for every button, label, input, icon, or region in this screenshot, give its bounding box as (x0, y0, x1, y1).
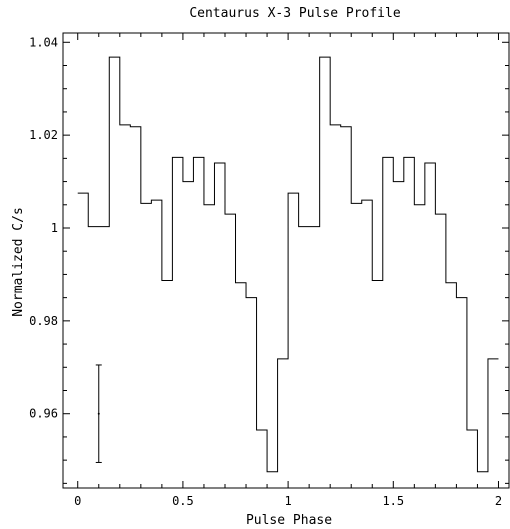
y-axis-label: Normalized C/s (11, 207, 26, 317)
x-tick-label: 0.5 (172, 494, 194, 508)
x-tick-label: 0 (74, 494, 81, 508)
series-step-line (77, 56, 499, 473)
y-tick-label: 0.98 (29, 314, 58, 328)
x-axis-label: Pulse Phase (246, 513, 332, 528)
x-tick-label: 1.5 (382, 494, 404, 508)
y-tick-label: 1.04 (29, 35, 58, 49)
plot-frame (62, 32, 510, 489)
y-tick-label: 0.96 (29, 407, 58, 421)
tick-labels: 0 0.5 1 1.5 2 0.96 0.98 1 1.02 1.04 (29, 35, 502, 508)
axis-ticks (63, 33, 509, 488)
chart-title: Centaurus X-3 Pulse Profile (189, 6, 400, 21)
x-tick-label: 2 (495, 494, 502, 508)
x-tick-label: 1 (284, 494, 291, 508)
y-tick-label: 1 (51, 221, 58, 235)
error-bar (95, 364, 102, 463)
error-bar-center (97, 412, 100, 415)
y-tick-label: 1.02 (29, 128, 58, 142)
